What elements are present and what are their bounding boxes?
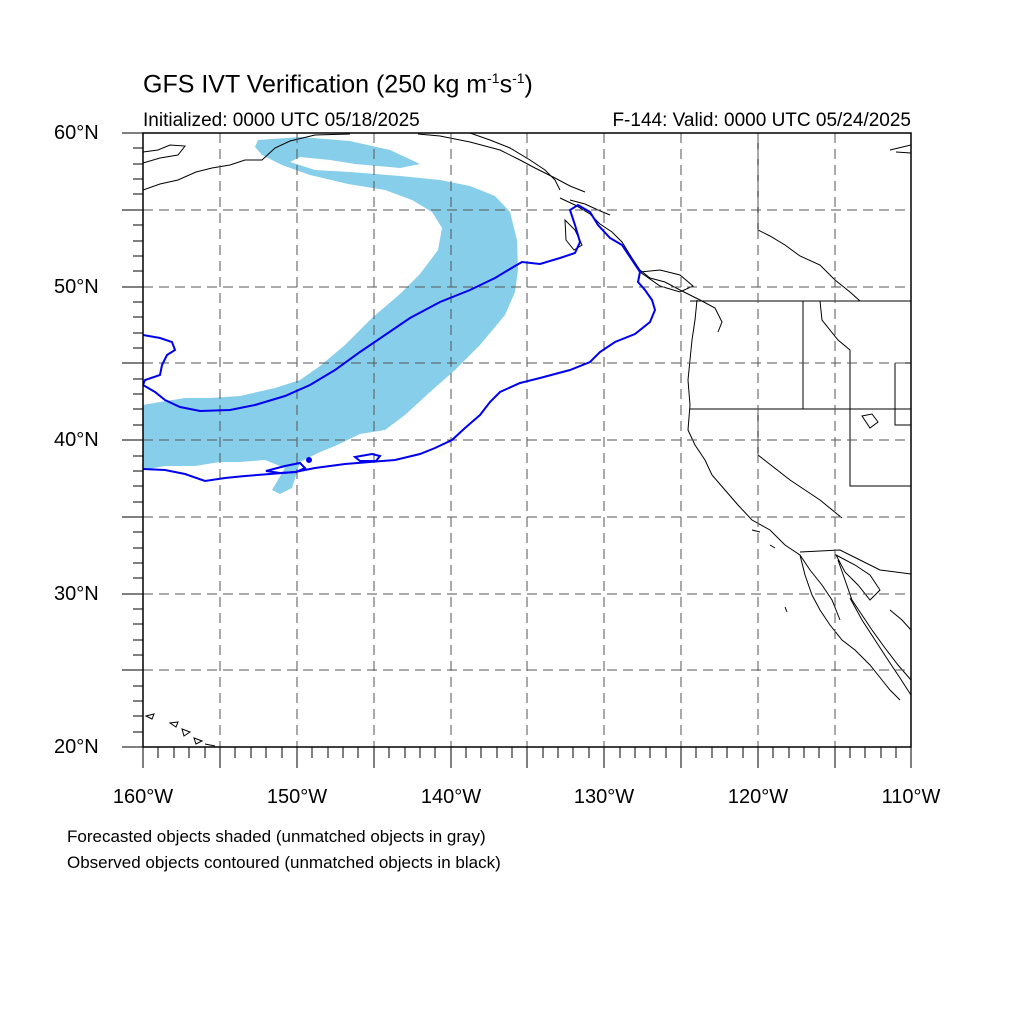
observed-ivt-point	[306, 457, 312, 463]
lon-label-160w: 160°W	[112, 786, 174, 808]
observed-ivt-contour-small-2	[352, 452, 382, 462]
lat-label-60n: 60°N	[54, 122, 99, 144]
lon-label-110w: 110°W	[881, 786, 941, 808]
coastline-layer	[143, 133, 911, 747]
valid-time-label: F-144: Valid: 0000 UTC 05/24/2025	[612, 110, 911, 131]
lat-label-50n: 50°N	[54, 276, 99, 298]
initialized-label: Initialized: 0000 UTC 05/18/2025	[143, 110, 420, 131]
lat-label-20n: 20°N	[54, 736, 99, 758]
gridlines	[143, 133, 911, 747]
observed-ivt-contour-main	[143, 203, 657, 483]
lon-label-120w: 120°W	[727, 786, 789, 808]
legend-note-observed: Observed objects contoured (unmatched ob…	[67, 853, 501, 872]
lat-label-40n: 40°N	[54, 429, 99, 451]
map-title: GFS IVT Verification (250 kg m-1s-1)	[143, 70, 533, 99]
forecast-ivt-object	[143, 137, 518, 494]
lat-label-30n: 30°N	[54, 583, 99, 605]
legend-note-forecast: Forecasted objects shaded (unmatched obj…	[67, 827, 486, 846]
observed-ivt-contour-small-1	[265, 461, 307, 475]
lon-label-150w: 150°W	[266, 786, 328, 808]
lon-label-130w: 130°W	[573, 786, 635, 808]
axis-ticks	[122, 132, 912, 768]
lon-label-140w: 140°W	[420, 786, 482, 808]
